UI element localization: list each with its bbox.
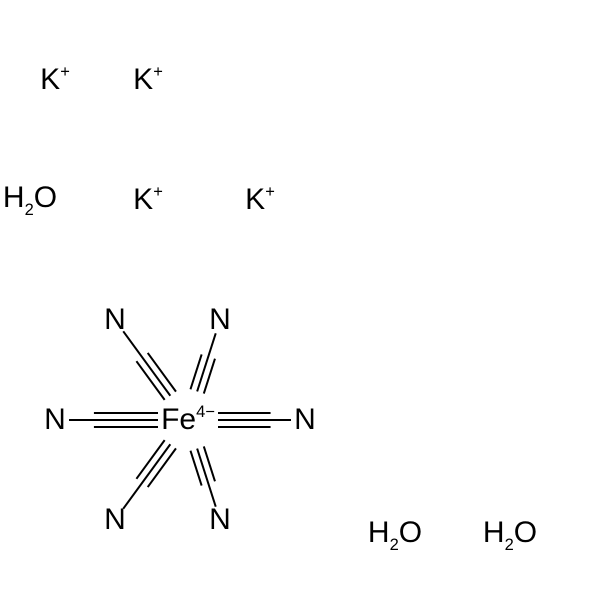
nitrogen-4: N <box>294 405 316 435</box>
n-symbol: N <box>104 503 126 536</box>
k-charge: + <box>265 183 275 201</box>
water-1: H2O <box>3 183 57 218</box>
potassium-ion-1: K+ <box>40 65 70 95</box>
h2o-sub: 2 <box>25 201 34 219</box>
k-symbol: K <box>245 183 265 216</box>
h-symbol: H <box>3 181 25 214</box>
h2o-sub: 2 <box>505 536 514 554</box>
nitrogen-5: N <box>104 505 126 535</box>
bond-line <box>123 331 170 395</box>
k-symbol: K <box>133 63 153 96</box>
k-symbol: K <box>40 63 60 96</box>
k-symbol: K <box>133 183 153 216</box>
nitrogen-3: N <box>44 405 66 435</box>
iron-center: Fe4− <box>161 405 215 435</box>
n-symbol: N <box>104 303 126 336</box>
n-symbol: N <box>294 403 316 436</box>
n-symbol: N <box>44 403 66 436</box>
potassium-ion-3: K+ <box>133 185 163 215</box>
chemical-diagram: K+K+K+K+H2OH2OH2OFe4−NNNNNN <box>0 0 600 600</box>
k-charge: + <box>153 183 163 201</box>
h-symbol: H <box>368 516 390 549</box>
n-symbol: N <box>209 503 231 536</box>
o-symbol: O <box>514 516 537 549</box>
h2o-sub: 2 <box>390 536 399 554</box>
o-symbol: O <box>399 516 422 549</box>
bond-line <box>123 444 170 508</box>
bond-layer <box>0 0 600 600</box>
potassium-ion-2: K+ <box>133 65 163 95</box>
k-charge: + <box>60 63 70 81</box>
o-symbol: O <box>34 181 57 214</box>
h-symbol: H <box>483 516 505 549</box>
nitrogen-1: N <box>104 305 126 335</box>
k-charge: + <box>153 63 163 81</box>
water-3: H2O <box>483 518 537 553</box>
fe-charge: 4− <box>196 403 215 421</box>
fe-symbol: Fe <box>161 403 196 436</box>
water-2: H2O <box>368 518 422 553</box>
nitrogen-2: N <box>209 305 231 335</box>
n-symbol: N <box>209 303 231 336</box>
potassium-ion-4: K+ <box>245 185 275 215</box>
nitrogen-6: N <box>209 505 231 535</box>
